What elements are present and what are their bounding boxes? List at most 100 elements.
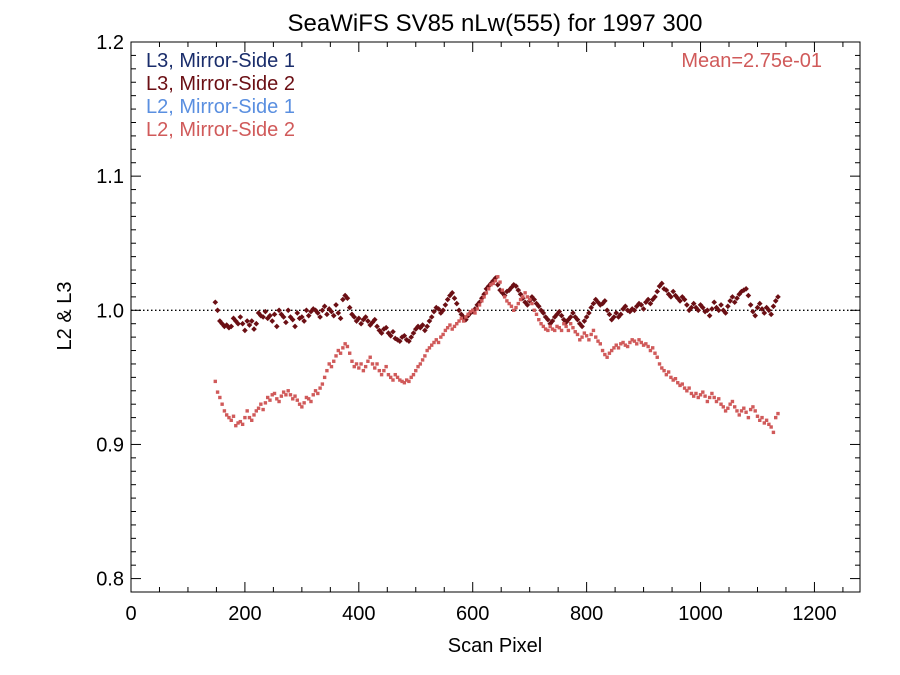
data-point — [673, 377, 678, 381]
data-point — [370, 362, 375, 366]
data-point — [376, 327, 383, 334]
data-point — [714, 399, 719, 404]
data-point — [442, 302, 449, 308]
data-point — [301, 318, 307, 324]
data-point — [743, 286, 749, 292]
data-point — [766, 307, 772, 314]
data-point — [639, 340, 643, 345]
data-point — [327, 362, 331, 366]
data-point — [509, 304, 514, 308]
data-point — [254, 409, 258, 413]
data-point — [235, 320, 241, 327]
y-tick-label: 0.8 — [96, 569, 124, 591]
data-point — [224, 413, 229, 417]
data-point — [363, 364, 368, 369]
data-point — [253, 320, 260, 327]
data-point — [237, 314, 244, 320]
data-point — [516, 301, 520, 306]
data-point — [258, 312, 264, 319]
data-point — [394, 337, 401, 343]
data-point — [687, 386, 691, 390]
data-point — [223, 322, 230, 328]
data-point — [219, 320, 225, 327]
data-point — [605, 355, 609, 359]
data-point — [303, 307, 310, 314]
data-point — [218, 395, 222, 400]
data-point — [491, 281, 495, 286]
data-point — [630, 338, 634, 342]
data-point — [276, 307, 282, 314]
data-point — [678, 383, 682, 388]
data-point — [362, 314, 369, 320]
data-point — [418, 362, 423, 366]
data-point — [611, 314, 617, 320]
data-point — [356, 315, 362, 322]
data-point — [277, 399, 281, 404]
data-point — [360, 316, 367, 323]
data-point — [378, 330, 385, 336]
data-point — [299, 314, 305, 320]
data-point — [646, 344, 650, 349]
data-point — [561, 316, 567, 323]
data-point — [531, 296, 538, 303]
data-point — [228, 323, 235, 330]
data-point — [232, 318, 239, 324]
data-point — [695, 307, 702, 314]
data-point — [691, 394, 696, 398]
data-point — [753, 409, 757, 413]
data-point — [728, 402, 732, 406]
data-point — [725, 303, 731, 310]
data-point — [657, 362, 662, 366]
data-point — [242, 327, 248, 334]
data-point — [271, 311, 278, 318]
data-point — [609, 348, 614, 353]
data-point — [368, 355, 372, 359]
data-point — [371, 316, 378, 323]
data-point — [748, 407, 753, 412]
data-point — [451, 295, 458, 302]
data-point — [746, 415, 751, 420]
data-point — [607, 351, 612, 355]
data-point — [444, 296, 451, 303]
data-point — [660, 366, 664, 370]
data-point — [506, 287, 512, 293]
data-point — [548, 324, 552, 329]
data-point — [693, 304, 699, 311]
legend-entry: L3, Mirror-Side 1 — [146, 50, 295, 72]
data-point — [345, 344, 350, 349]
data-point — [217, 318, 223, 324]
data-point — [333, 302, 339, 308]
data-point — [686, 307, 692, 314]
data-point — [578, 338, 582, 342]
data-point — [718, 302, 724, 308]
data-point — [439, 335, 443, 339]
data-point — [317, 314, 323, 320]
data-point — [296, 315, 303, 322]
data-point — [212, 299, 219, 306]
data-point — [761, 310, 768, 316]
data-point — [648, 348, 653, 353]
data-point — [309, 399, 313, 404]
data-point — [285, 307, 291, 314]
data-point — [631, 307, 638, 314]
x-tick-label: 0 — [125, 603, 136, 625]
data-point — [352, 364, 356, 369]
data-point — [346, 304, 353, 311]
data-point — [480, 299, 484, 303]
data-point — [289, 316, 296, 323]
data-point — [308, 308, 314, 315]
data-point — [567, 314, 574, 320]
data-point — [677, 298, 683, 304]
data-point — [619, 342, 623, 346]
data-point — [403, 337, 410, 343]
data-point — [375, 362, 379, 366]
data-point — [755, 414, 760, 418]
data-point — [221, 323, 228, 330]
x-axis-label: Scan Pixel — [448, 635, 543, 657]
data-point — [406, 338, 412, 344]
data-point — [553, 328, 557, 333]
data-point — [745, 292, 752, 299]
data-point — [226, 324, 232, 331]
data-point — [213, 379, 217, 384]
data-point — [357, 366, 361, 370]
